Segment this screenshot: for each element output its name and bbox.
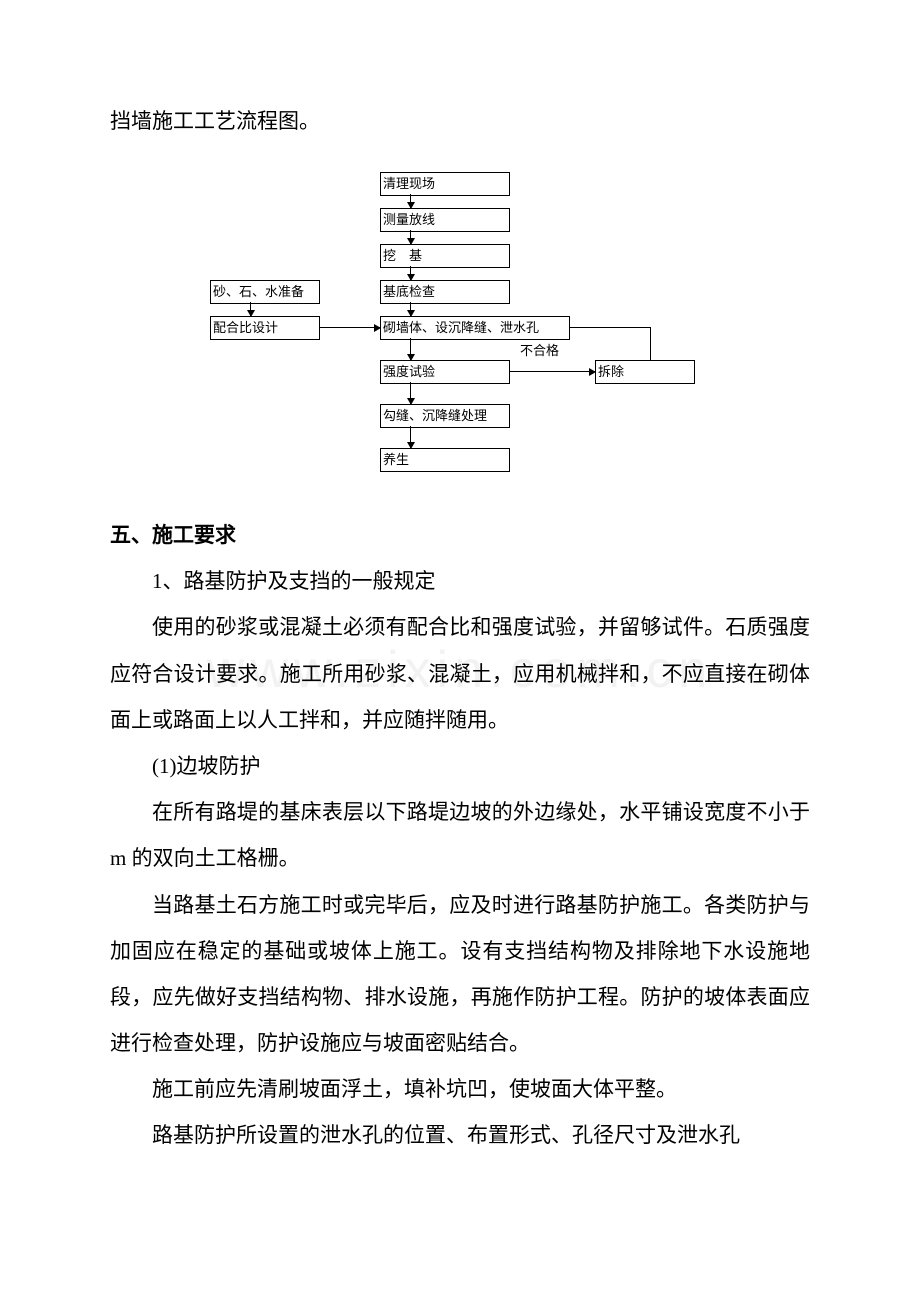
fc-label-fail: 不合格 (520, 340, 559, 359)
paragraph: 路基防护所设置的泄水孔的位置、布置形式、孔径尺寸及泄水孔 (110, 1112, 810, 1158)
paragraph: 在所有路堤的基床表层以下路堤边坡的外边缘处，水平铺设宽度不小于 m 的双向土工格… (110, 789, 810, 881)
fc-arrow (410, 230, 411, 244)
fc-arrow (410, 194, 411, 208)
fc-connector (570, 327, 650, 328)
fc-arrow (510, 371, 595, 372)
paragraph: 1、路基防护及支挡的一般规定 (110, 558, 810, 604)
intro-line: 挡墙施工工艺流程图。 (110, 100, 810, 142)
fc-node-build-wall: 砌墙体、设沉降缝、泄水孔 (380, 316, 570, 340)
paragraph: (1)边坡防护 (110, 743, 810, 789)
fc-connector (650, 327, 651, 360)
fc-node-joint: 勾缝、沉降缝处理 (380, 404, 510, 428)
fc-arrow (410, 382, 411, 404)
fc-arrow (250, 302, 251, 316)
fc-node-excavate: 挖 基 (380, 244, 510, 268)
fc-node-strength-test: 强度试验 (380, 360, 510, 384)
fc-arrow (410, 338, 411, 360)
fc-arrow (410, 266, 411, 280)
fc-node-mix-design: 配合比设计 (210, 316, 320, 340)
fc-node-demolish: 拆除 (595, 360, 695, 384)
fc-node-survey: 测量放线 (380, 208, 510, 232)
fc-node-cure: 养生 (380, 448, 510, 472)
fc-node-clear-site: 清理现场 (380, 172, 510, 196)
fc-node-material-prep: 砂、石、水准备 (210, 280, 320, 304)
section-heading: 五、施工要求 (110, 512, 810, 558)
fc-arrow (410, 302, 411, 316)
fc-arrow (410, 426, 411, 448)
paragraph: 使用的砂浆或混凝土必须有配合比和强度试验，并留够试件。石质强度应符合设计要求。施… (110, 604, 810, 743)
page-content: 挡墙施工工艺流程图。 清理现场 测量放线 挖 基 基底检查 砌墙体、设沉降缝、泄… (110, 100, 810, 1159)
paragraph: 当路基土石方施工时或完毕后，应及时进行路基防护施工。各类防护与加固应在稳定的基础… (110, 882, 810, 1067)
fc-node-base-check: 基底检查 (380, 280, 510, 304)
flowchart: 清理现场 测量放线 挖 基 基底检查 砌墙体、设沉降缝、泄水孔 强度试验 勾缝、… (210, 172, 710, 482)
fc-arrow (320, 327, 380, 328)
paragraph: 施工前应先清刷坡面浮土，填补坑凹，使坡面大体平整。 (110, 1066, 810, 1112)
